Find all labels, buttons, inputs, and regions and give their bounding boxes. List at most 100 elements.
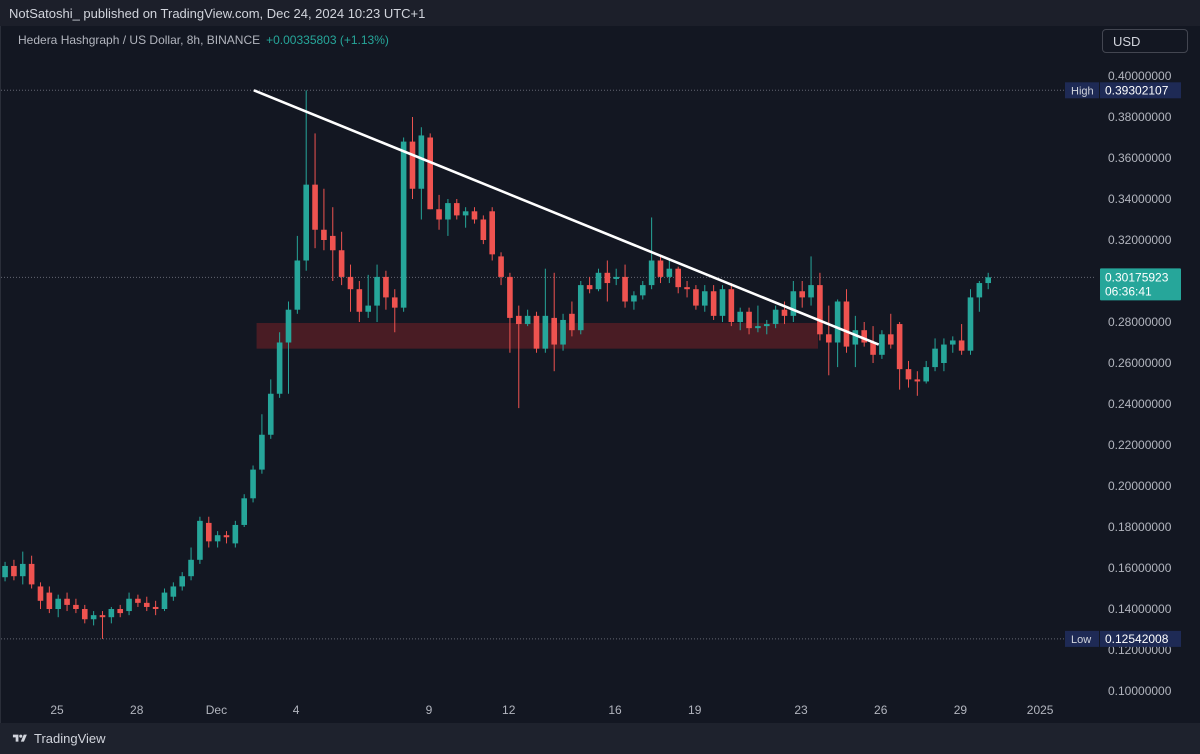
candle [958, 324, 965, 355]
candle [73, 598, 79, 614]
candle [321, 188, 327, 251]
candle [11, 559, 17, 581]
candle [462, 207, 469, 228]
candle [37, 582, 44, 609]
candle-body [834, 301, 841, 343]
candle-body [958, 340, 965, 351]
candle-body [81, 609, 88, 620]
candle [259, 414, 265, 474]
candle-body [542, 315, 549, 349]
candle [143, 596, 150, 612]
candle-body [967, 297, 974, 351]
candle [701, 285, 708, 312]
candle-body [214, 535, 221, 542]
descending-trendline[interactable] [253, 89, 880, 346]
candle [161, 588, 168, 612]
candlestick-chart[interactable]: 0.40000000 0.38000000 0.36000000 0.34000000… [1, 26, 1200, 723]
candle [135, 594, 141, 607]
last-price-value: 0.30175923 [1105, 270, 1169, 284]
candle [675, 266, 681, 294]
candle-body [657, 260, 664, 277]
candle-body [436, 209, 442, 220]
candle-body [648, 260, 655, 286]
candle [719, 285, 726, 322]
candle [967, 289, 974, 355]
candle-body [914, 379, 921, 382]
candle-body [515, 315, 522, 325]
candle [28, 555, 35, 589]
candle [728, 283, 735, 327]
candle [763, 319, 770, 335]
candle [533, 311, 540, 353]
candle [214, 531, 221, 548]
candle-body [613, 276, 619, 279]
candle-body [108, 609, 115, 618]
candle [205, 516, 212, 548]
candle [303, 90, 309, 271]
currency-label: USD [1113, 33, 1141, 49]
candle [365, 274, 371, 318]
chart-area[interactable]: 0.40000000 0.38000000 0.36000000 0.34000000… [0, 26, 1200, 723]
candle [613, 268, 619, 286]
candle-body [223, 535, 230, 538]
price-tick-label: 0.38000000 [1108, 110, 1172, 124]
time-axis[interactable]: 25 28 Dec 4 9 12 16 19 23 26 29 2025 [50, 703, 1053, 717]
candle-body [693, 289, 699, 306]
candle [914, 371, 921, 396]
price-tick-label: 0.32000000 [1108, 233, 1172, 247]
candle [152, 600, 159, 616]
candle-body [808, 285, 814, 298]
candle-body [533, 315, 540, 349]
candle [755, 305, 761, 333]
price-tick-label: 0.14000000 [1108, 602, 1172, 616]
candle-body [365, 305, 371, 312]
candle [941, 338, 947, 372]
candle-body [817, 285, 823, 335]
candle [799, 281, 805, 308]
candle-body [294, 260, 301, 310]
candle-body [453, 203, 460, 216]
candle [666, 260, 673, 284]
candle-body [418, 135, 425, 189]
publish-info-bar: NotSatoshi_ published on TradingView.com… [0, 0, 1200, 26]
candle [524, 309, 531, 327]
candle [170, 582, 177, 601]
candle-body [507, 276, 513, 318]
candle-body [303, 184, 309, 261]
price-tick-label: 0.36000000 [1108, 151, 1172, 165]
time-tick-label: 28 [130, 703, 144, 717]
candle [374, 264, 380, 322]
currency-button[interactable]: USD [1102, 29, 1188, 53]
candle-body [126, 598, 132, 612]
candle-body [391, 297, 398, 308]
candle [108, 606, 115, 624]
candle [631, 291, 637, 310]
time-tick-label: Dec [206, 703, 227, 717]
time-tick-label: 19 [688, 703, 702, 717]
candle-body [675, 268, 681, 288]
price-tick-label: 0.34000000 [1108, 192, 1172, 206]
candle-body [383, 276, 389, 298]
published-text: NotSatoshi_ published on TradingView.com… [9, 5, 426, 21]
candle-body [329, 235, 336, 251]
candle-body [932, 348, 938, 368]
candle [453, 199, 460, 220]
time-tick-label: 16 [608, 703, 622, 717]
time-tick-label: 26 [874, 703, 888, 717]
candle [976, 281, 983, 312]
candle-body [755, 326, 761, 329]
candle-body [205, 522, 212, 542]
candle-body [879, 334, 885, 355]
candle [569, 301, 575, 337]
candle-body [356, 289, 363, 312]
candle [515, 305, 522, 409]
candle-body [11, 565, 17, 577]
time-tick-label: 12 [502, 703, 516, 717]
candle [604, 260, 611, 302]
candle [551, 272, 557, 372]
price-axis[interactable]: 0.40000000 0.38000000 0.36000000 0.34000000… [1108, 69, 1172, 698]
candle-body [560, 319, 566, 345]
candle [905, 360, 912, 388]
candle-body [232, 524, 239, 544]
price-tick-label: 0.28000000 [1108, 315, 1172, 329]
